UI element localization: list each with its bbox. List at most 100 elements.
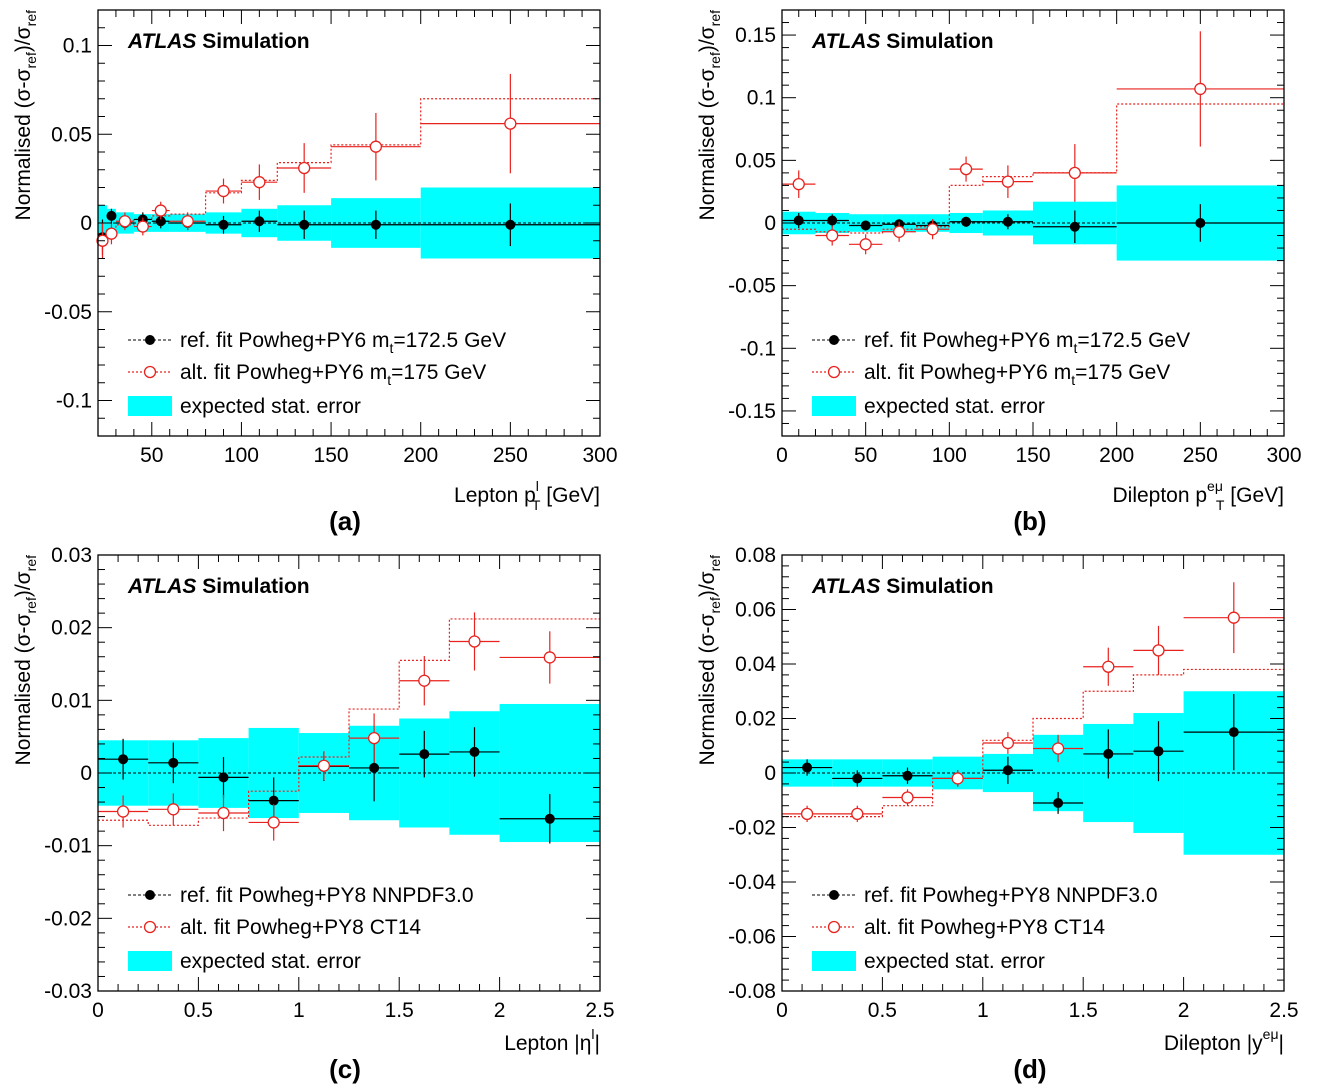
- alt-fit-point: [1102, 660, 1115, 673]
- y-axis-label-text: )/σ: [696, 571, 719, 597]
- x-tick-label: 50: [854, 444, 877, 467]
- legend-ref-marker: [145, 335, 155, 345]
- alt-fit-point: [892, 225, 906, 238]
- ref-fit-point: [505, 219, 516, 230]
- ref-fit-point: [1103, 748, 1114, 759]
- alt-fit-point: [800, 807, 814, 821]
- ref-fit-point: [370, 219, 381, 230]
- x-tick-label: 0: [776, 999, 788, 1022]
- atlas-label-bold: ATLAS: [127, 575, 196, 598]
- alt-fit-point: [1001, 175, 1015, 188]
- alt-fit-point: [1194, 82, 1207, 96]
- y-tick-label: -0.05: [44, 301, 92, 324]
- ref-fit-point: [469, 746, 480, 757]
- y-axis-label-sub: ref: [23, 52, 39, 68]
- y-tick-label: 0.01: [51, 689, 92, 712]
- y-axis-label-sub: ref: [23, 555, 39, 571]
- atlas-label: ATLAS Simulation: [811, 575, 994, 598]
- x-axis-label-sup: l: [591, 1026, 594, 1042]
- y-tick-label: 0.1: [63, 35, 92, 58]
- y-tick-label: -0.02: [728, 817, 776, 840]
- alt-fit-point: [418, 674, 431, 687]
- x-axis-label-sub: T: [1216, 497, 1225, 513]
- x-tick-label: 2: [494, 999, 506, 1022]
- y-tick-label: 0.04: [735, 653, 776, 676]
- y-tick-label: -0.1: [56, 390, 92, 413]
- alt-fit-point: [792, 178, 805, 191]
- atlas-label: ATLAS Simulation: [127, 575, 310, 598]
- legend-band-swatch: [812, 951, 856, 971]
- ref-fit-point: [827, 215, 838, 226]
- y-axis-label: Normalised (σ-σref)/σref: [696, 555, 723, 766]
- ref-fit-point: [802, 762, 813, 773]
- y-tick-label: 0.1: [747, 87, 776, 110]
- x-tick-label: 2.5: [585, 999, 614, 1022]
- y-axis-label-text: )/σ: [12, 26, 35, 52]
- atlas-label-simulation: Simulation: [196, 30, 309, 53]
- x-tick-label: 0: [776, 444, 788, 467]
- y-tick-label: 0.05: [735, 149, 776, 172]
- y-tick-label: -0.15: [728, 400, 776, 423]
- y-tick-label: 0: [80, 212, 92, 235]
- x-tick-label: 2.5: [1269, 999, 1298, 1022]
- x-tick-label: 1.5: [385, 999, 414, 1022]
- legend-alt-marker: [143, 920, 157, 934]
- panel-label: (a): [329, 506, 361, 536]
- y-axis-label-sub: ref: [707, 597, 723, 613]
- legend-alt-text: alt. fit Powheg+PY8 CT14: [180, 916, 421, 939]
- x-axis-label-text: [GeV]: [540, 484, 600, 507]
- ref-fit-point: [155, 216, 166, 227]
- ref-fit-point: [268, 795, 279, 806]
- legend-ref-marker: [145, 890, 155, 900]
- legend-alt-label: alt. fit Powheg+PY6 mt=175 GeV: [864, 361, 1170, 388]
- atlas-label-bold: ATLAS: [127, 30, 196, 53]
- legend-ref-marker: [829, 890, 839, 900]
- y-tick-label: 0.02: [51, 617, 92, 640]
- alt-fit-point: [217, 806, 230, 820]
- alt-fit-point: [1051, 742, 1065, 755]
- x-axis-label: Lepton pl T [GeV]: [454, 478, 600, 513]
- atlas-label-simulation: Simulation: [880, 30, 993, 53]
- alt-fit-point: [951, 772, 964, 785]
- legend-band-swatch: [812, 396, 856, 416]
- legend: ref. fit Powheg+PY8 NNPDF3.0 alt. fit Pow…: [128, 884, 474, 973]
- legend-ref-text: ref. fit Powheg+PY6 m: [180, 329, 390, 352]
- y-axis-label-sub: ref: [707, 10, 723, 26]
- y-axis-label-sub: ref: [707, 555, 723, 571]
- x-tick-label: 1.5: [1069, 999, 1098, 1022]
- atlas-label-bold: ATLAS: [811, 575, 880, 598]
- legend-alt-text: alt. fit Powheg+PY6 m: [180, 361, 387, 384]
- legend-alt-text: =175 GeV: [391, 361, 486, 384]
- y-tick-label: 0.08: [735, 544, 776, 567]
- legend-band-label: expected stat. error: [864, 950, 1045, 973]
- ref-fit-point: [860, 220, 871, 231]
- x-axis-label-text: Dilepton p: [1112, 484, 1207, 507]
- x-axis-label-sup: eμ: [1207, 478, 1223, 494]
- alt-fit-point: [317, 759, 331, 772]
- y-axis-label: Normalised (σ-σref)/σref: [696, 10, 723, 221]
- y-tick-label: -0.03: [44, 980, 92, 1003]
- legend-ref-sub: t: [1074, 340, 1078, 356]
- y-tick-label: -0.04: [728, 871, 776, 894]
- legend-alt-label: alt. fit Powheg+PY8 CT14: [864, 916, 1105, 939]
- x-axis-label-sub: T: [532, 497, 541, 513]
- y-axis-label-text: )/σ: [696, 26, 719, 52]
- alt-fit-point: [253, 176, 266, 189]
- x-tick-label: 200: [403, 444, 438, 467]
- alt-fit-point: [267, 816, 280, 829]
- legend-alt-sub: t: [1071, 372, 1075, 388]
- y-tick-label: 0.03: [51, 544, 92, 567]
- x-tick-label: 100: [932, 444, 967, 467]
- ref-fit-point: [218, 219, 229, 230]
- x-tick-label: 0.5: [868, 999, 897, 1022]
- legend-alt-text: alt. fit Powheg+PY8 CT14: [864, 916, 1105, 939]
- y-tick-label: -0.1: [740, 337, 776, 360]
- alt-fit-point: [1068, 166, 1081, 180]
- x-tick-label: 50: [140, 444, 163, 467]
- alt-fit-point: [1001, 736, 1015, 750]
- y-tick-label: 0: [764, 762, 776, 785]
- legend-band-label: expected stat. error: [180, 950, 361, 973]
- panel-label: (b): [1013, 506, 1046, 536]
- alt-fit-point: [154, 204, 167, 217]
